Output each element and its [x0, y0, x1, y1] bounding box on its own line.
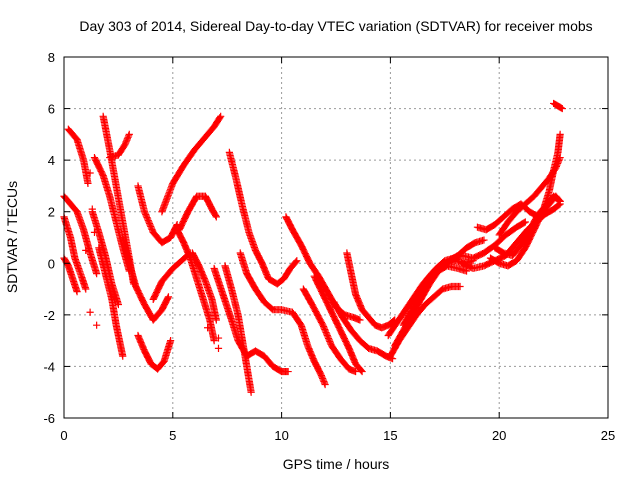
isolated-point	[82, 246, 90, 254]
x-tick-label: 0	[60, 428, 67, 443]
y-axis-label: SDTVAR / TECUs	[4, 181, 20, 293]
isolated-point	[214, 334, 223, 342]
y-tick-label: 6	[48, 102, 55, 117]
series-track-04	[64, 125, 92, 187]
plot-frame	[63, 56, 609, 419]
chart-title: Day 303 of 2014, Sidereal Day-to-day VTE…	[79, 18, 592, 34]
series-track-09	[106, 130, 133, 162]
isolated-point	[93, 321, 101, 329]
series-track-17	[188, 249, 220, 324]
series-track-26	[330, 298, 397, 363]
series-track-36	[495, 153, 564, 239]
y-tick-label: 0	[48, 256, 55, 271]
series-track-11	[134, 182, 181, 247]
isolated-point	[90, 228, 99, 236]
y-tick-label: 2	[48, 205, 55, 220]
isolated-point	[88, 205, 96, 213]
isolated-point	[204, 324, 212, 332]
series-track-19	[225, 148, 301, 288]
isolated-point	[86, 169, 94, 177]
series-track-24	[299, 285, 360, 376]
series-track-16	[175, 192, 220, 234]
series-track-25	[343, 249, 399, 332]
series-track-31	[384, 236, 488, 340]
y-tick-label: -2	[43, 308, 55, 323]
series-track-23	[310, 272, 366, 376]
x-tick-label: 15	[383, 428, 397, 443]
y-tick-label: 4	[48, 153, 55, 168]
isolated-point	[214, 344, 223, 352]
series-track-37	[550, 99, 566, 113]
y-tick-label: 8	[48, 50, 55, 65]
series-track-12	[134, 331, 175, 373]
series-track-20	[210, 264, 292, 376]
x-tick-label: 20	[492, 428, 506, 443]
series-track-15	[149, 249, 194, 303]
series-track-08	[95, 244, 127, 360]
series-track-35	[458, 200, 564, 273]
isolated-point	[86, 308, 94, 316]
axis-ticks: 0 5 10 15 20 25 -6 -4 -2 0 2 4 6 8	[43, 50, 615, 443]
y-tick-label: -6	[43, 411, 55, 426]
series-track-10	[119, 233, 173, 324]
x-tick-label: 10	[274, 428, 288, 443]
y-tick-label: -4	[43, 359, 55, 374]
series-track-13	[158, 112, 225, 216]
x-tick-label: 5	[169, 428, 176, 443]
series-track-21	[236, 249, 329, 389]
x-tick-label: 25	[601, 428, 615, 443]
x-axis-label: GPS time / hours	[283, 456, 390, 472]
